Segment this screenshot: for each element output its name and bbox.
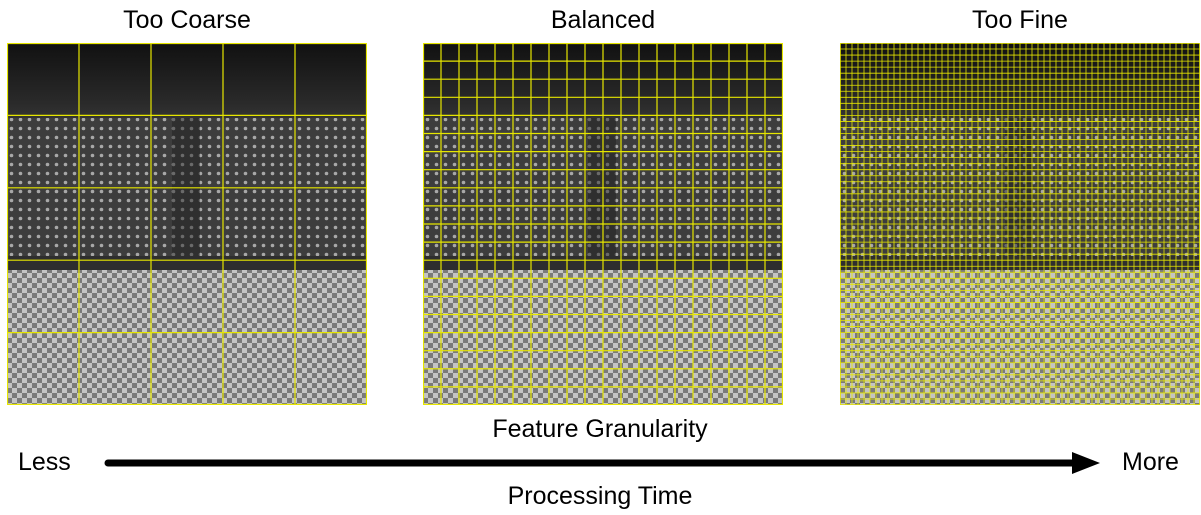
checker-lattice-band: [7, 270, 367, 405]
processing-time-label: Processing Time: [507, 482, 693, 510]
arrow-head: [1072, 452, 1100, 474]
dotted-lattice-band: [7, 118, 367, 263]
panel-coarse: [7, 43, 367, 405]
interface-band: [7, 256, 367, 270]
panel-balanced-image: [423, 43, 783, 405]
granularity-arrow: [104, 452, 1100, 474]
feature-granularity-label: Feature Granularity: [492, 415, 708, 443]
panel-coarse-image: [7, 43, 367, 405]
less-label: Less: [18, 448, 71, 476]
dark-top-band: [7, 43, 367, 118]
panel-balanced: [423, 43, 783, 405]
panel-title-coarse: Too Coarse: [123, 6, 251, 34]
panel-title-fine: Too Fine: [972, 6, 1068, 34]
panel-fine: [840, 43, 1200, 405]
panel-title-balanced: Balanced: [550, 6, 656, 34]
more-label: More: [1122, 448, 1179, 476]
panel-fine-image: [840, 43, 1200, 405]
